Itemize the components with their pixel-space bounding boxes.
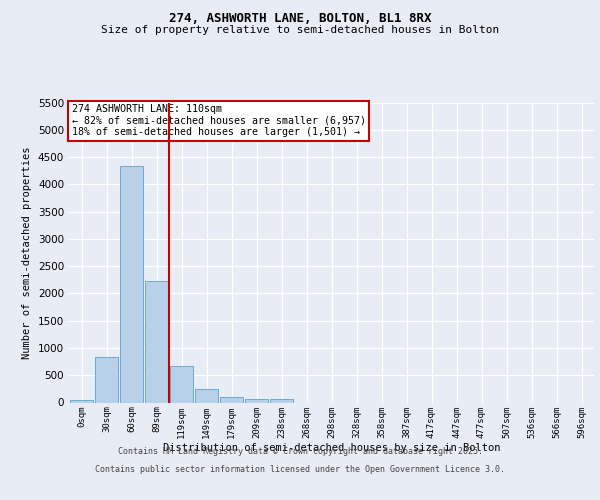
X-axis label: Distribution of semi-detached houses by size in Bolton: Distribution of semi-detached houses by … xyxy=(163,443,500,453)
Text: Contains HM Land Registry data © Crown copyright and database right 2025.: Contains HM Land Registry data © Crown c… xyxy=(118,448,482,456)
Text: 274, ASHWORTH LANE, BOLTON, BL1 8RX: 274, ASHWORTH LANE, BOLTON, BL1 8RX xyxy=(169,12,431,26)
Bar xyxy=(270,399,293,402)
Text: Contains public sector information licensed under the Open Government Licence 3.: Contains public sector information licen… xyxy=(95,465,505,474)
Bar xyxy=(95,356,118,403)
Text: Size of property relative to semi-detached houses in Bolton: Size of property relative to semi-detach… xyxy=(101,25,499,35)
Y-axis label: Number of semi-detached properties: Number of semi-detached properties xyxy=(22,146,32,359)
Bar xyxy=(195,389,218,402)
Bar xyxy=(120,166,143,402)
Bar xyxy=(70,400,93,402)
Bar xyxy=(245,399,268,402)
Bar xyxy=(170,366,193,403)
Bar xyxy=(220,396,243,402)
Text: 274 ASHWORTH LANE: 110sqm
← 82% of semi-detached houses are smaller (6,957)
18% : 274 ASHWORTH LANE: 110sqm ← 82% of semi-… xyxy=(71,104,365,137)
Bar xyxy=(145,281,168,402)
